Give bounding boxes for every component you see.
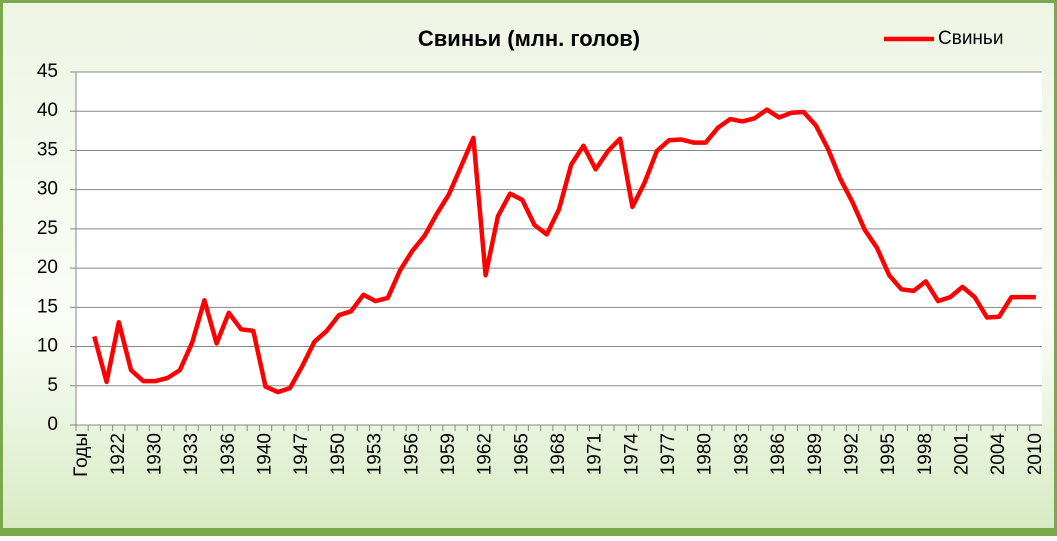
y-tick-label: 5 xyxy=(47,375,58,396)
y-tick-label: 45 xyxy=(37,61,58,82)
y-tick-label: 15 xyxy=(37,296,58,317)
x-tick-label: 2001 xyxy=(952,433,973,475)
x-tick-label: 1965 xyxy=(511,433,532,475)
data-line xyxy=(92,107,1036,395)
y-tick-label: 30 xyxy=(37,179,58,200)
x-tick-label: Годы xyxy=(71,433,92,477)
y-tick-label: 10 xyxy=(37,336,58,357)
x-tick-label: 1995 xyxy=(878,433,899,475)
x-tick-label: 1940 xyxy=(255,433,276,475)
x-tick-label: 1922 xyxy=(108,433,129,475)
x-tick-label: 1983 xyxy=(731,433,752,475)
x-tick-label: 1959 xyxy=(438,433,459,475)
y-tick-label: 20 xyxy=(37,257,58,278)
x-tick-label: 1947 xyxy=(291,433,312,475)
y-tick-label: 40 xyxy=(37,100,58,121)
x-tick-label: 1974 xyxy=(621,433,642,476)
y-tick-label: 25 xyxy=(37,218,58,239)
plot-area xyxy=(76,72,1042,425)
y-tick-label: 0 xyxy=(47,414,58,435)
x-tick-label: 1992 xyxy=(841,433,862,475)
y-tick-label: 35 xyxy=(37,139,58,160)
x-tick-label: 1956 xyxy=(401,433,422,475)
x-tick-label: 1998 xyxy=(915,433,936,475)
x-tick-label: 1971 xyxy=(585,433,606,475)
x-tick-label: 1989 xyxy=(805,433,826,475)
x-tick-label: 1986 xyxy=(768,433,789,475)
x-tick-label: 2004 xyxy=(988,433,1009,476)
x-tick-label: 1953 xyxy=(365,433,386,475)
x-tick-label: 2010 xyxy=(1025,433,1046,475)
x-tick-label: 1933 xyxy=(181,433,202,475)
x-tick-label: 1930 xyxy=(144,433,165,475)
legend-label: Свиньи xyxy=(938,28,1003,49)
x-tick-label: 1980 xyxy=(695,433,716,475)
x-tick-label: 1962 xyxy=(475,433,496,475)
chart-title: Свиньи (млн. голов) xyxy=(418,26,640,51)
x-tick-label: 1968 xyxy=(548,433,569,475)
x-tick-label: 1950 xyxy=(328,433,349,475)
x-tick-label: 1977 xyxy=(658,433,679,475)
x-tick-label: 1936 xyxy=(218,433,239,475)
legend: Свиньи xyxy=(884,28,1003,49)
